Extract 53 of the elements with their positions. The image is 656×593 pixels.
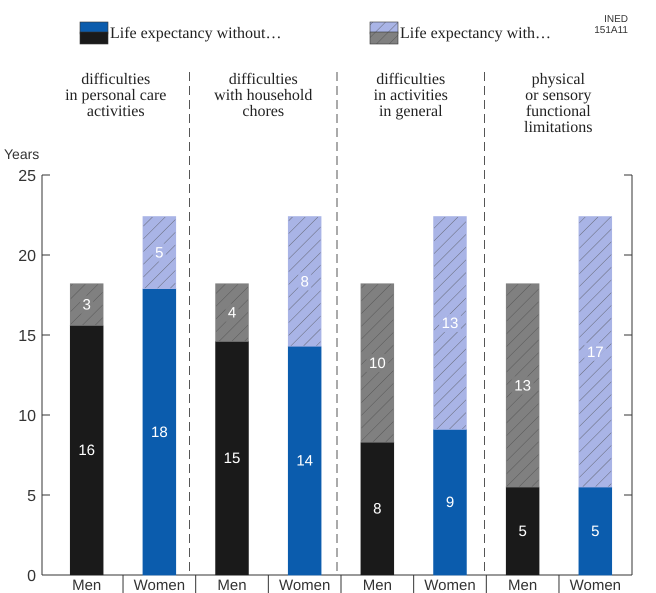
x-tick-label: Women — [570, 577, 622, 593]
x-tick-label: Men — [362, 577, 392, 593]
legend-label: Life expectancy without… — [110, 25, 282, 42]
y-tick-label: 5 — [27, 488, 36, 505]
bar — [578, 486, 612, 576]
bar — [288, 216, 322, 347]
data-label: 16 — [78, 442, 96, 460]
text: INED 151A11 — [594, 14, 628, 36]
data-label: 5 — [591, 523, 600, 540]
bar — [506, 283, 540, 488]
y-tick-label: 25 — [18, 168, 36, 185]
bar — [433, 429, 467, 576]
data-label: 5 — [155, 244, 164, 262]
x-tick-label: Women — [278, 577, 330, 593]
data-label: 10 — [368, 355, 386, 372]
data-label: 17 — [586, 344, 604, 361]
x-tick-label: Women — [134, 577, 186, 593]
data-label: 14 — [296, 452, 314, 470]
bar — [215, 341, 249, 576]
x-tick-label: Men — [508, 577, 538, 593]
y-tick-label: 0 — [27, 568, 36, 585]
bar — [142, 216, 176, 289]
data-label: 13 — [442, 315, 458, 332]
text: difficulties with household chores — [214, 71, 312, 120]
data-label: 3 — [82, 296, 91, 314]
legend-label: Life expectancy with… — [400, 25, 552, 42]
y-tick-label: 20 — [18, 248, 36, 265]
data-label: 15 — [224, 450, 240, 468]
bar — [288, 346, 322, 576]
bar — [433, 216, 467, 430]
bar — [506, 486, 540, 576]
bar — [578, 216, 612, 488]
data-label: 18 — [151, 424, 168, 441]
text: difficulties in personal care activities — [65, 71, 166, 120]
data-label: 5 — [518, 523, 527, 540]
data-label: 4 — [228, 304, 236, 322]
text: physical or sensory functional limitations — [524, 71, 592, 136]
bar — [215, 283, 249, 342]
x-tick-label: Women — [424, 577, 476, 593]
x-tick-label: Men — [72, 577, 102, 593]
bar — [360, 442, 394, 576]
data-label: 13 — [514, 377, 531, 394]
y-tick-label: 15 — [18, 328, 36, 345]
x-tick-label: Men — [217, 577, 247, 593]
data-label: 8 — [300, 273, 309, 290]
data-label: 8 — [373, 500, 382, 518]
bar — [360, 283, 394, 443]
data-label: 9 — [446, 494, 454, 512]
text: difficulties in activities in general — [374, 71, 448, 120]
bar — [142, 288, 176, 576]
y-axis-title: Years — [4, 146, 40, 162]
bar — [70, 325, 104, 576]
y-tick-label: 10 — [18, 408, 36, 425]
